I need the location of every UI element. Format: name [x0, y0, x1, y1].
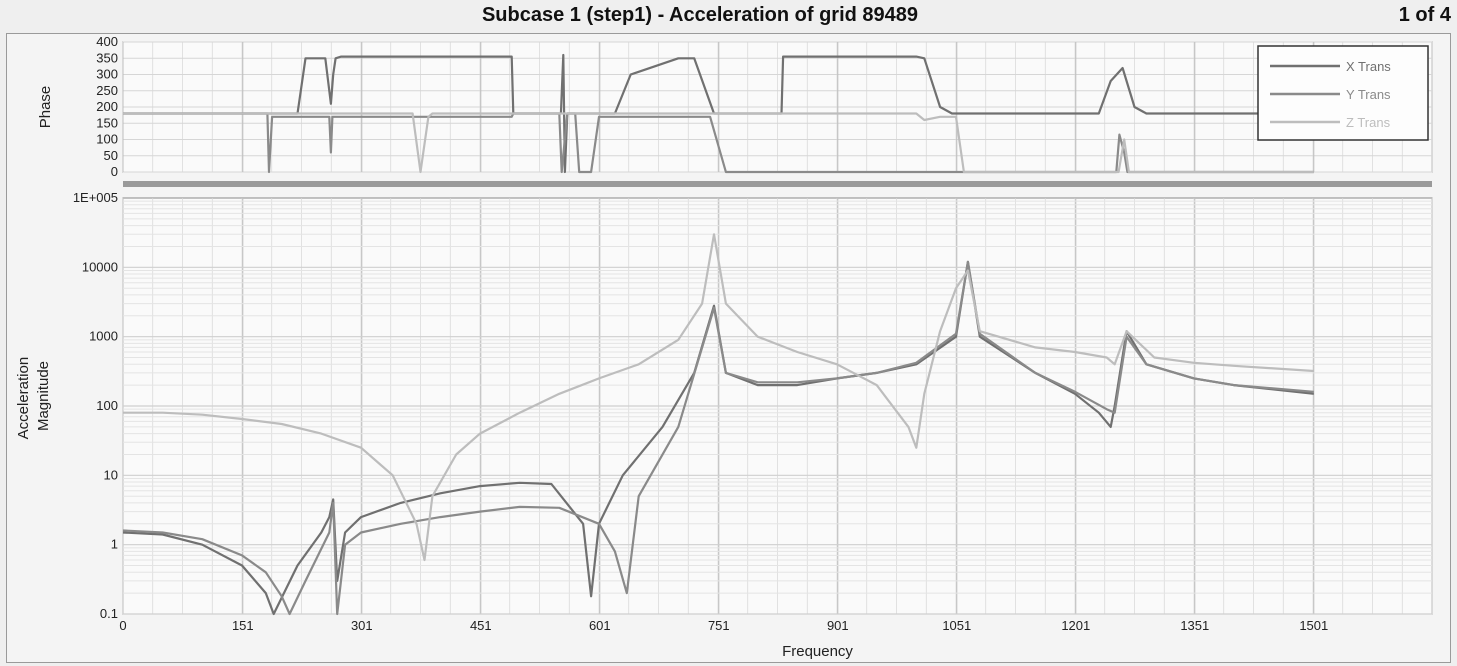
x-axis-ticks: 0 151 301 451 601 751 901 1051 1201 1351 1501 [119, 618, 1328, 633]
phase-y-tick-label: 0 [111, 164, 118, 179]
magnitude-lines [122, 233, 1314, 616]
x-tick-label: 151 [232, 618, 254, 633]
x-tick-label: 601 [589, 618, 611, 633]
phase-series-x-trans [123, 53, 1314, 174]
phase-y-tick-label: 50 [104, 148, 118, 163]
x-tick-label: 1501 [1299, 618, 1328, 633]
x-tick-label: 1201 [1061, 618, 1090, 633]
x-tick-label: 1051 [942, 618, 971, 633]
magnitude-series-x-trans [122, 260, 1314, 616]
x-tick-label: 901 [827, 618, 849, 633]
legend[interactable]: X Trans Y Trans Z Trans [1257, 45, 1429, 141]
page-counter: 1 of 4 [1398, 4, 1451, 26]
magnitude-y-tick-label: 10000 [82, 259, 118, 274]
magnitude-y-ticks: 0.1 1 10 100 1000 10000 1E+005 [73, 190, 118, 621]
magnitude-series-y-trans [122, 260, 1314, 616]
phase-series-z-trans [123, 112, 1314, 174]
x-tick-label: 301 [351, 618, 373, 633]
magnitude-y-axis-label: Acceleration Magnitude [15, 353, 52, 440]
phase-y-axis-label: Phase [37, 86, 54, 129]
magnitude-y-tick-label: 1000 [89, 329, 118, 344]
x-tick-label: 0 [119, 618, 126, 633]
legend-label: Z Trans [1346, 115, 1391, 130]
magnitude-y-tick-label: 10 [104, 467, 118, 482]
phase-y-tick-label: 250 [96, 83, 118, 98]
legend-label: X Trans [1346, 59, 1391, 74]
magnitude-y-tick-label: 0.1 [100, 606, 118, 621]
phase-y-tick-label: 300 [96, 67, 118, 82]
phase-y-tick-label: 350 [96, 50, 118, 65]
panel-splitter[interactable] [123, 181, 1432, 187]
x-tick-label: 751 [708, 618, 730, 633]
phase-y-tick-label: 200 [96, 99, 118, 114]
x-tick-label: 451 [470, 618, 492, 633]
magnitude-series-z-trans [123, 233, 1314, 562]
phase-y-tick-label: 400 [96, 34, 118, 49]
x-axis-label: Frequency [782, 643, 853, 660]
magnitude-panel: 0.1 1 10 100 1000 10000 1E+005 0 151 301 451 601 75… [15, 190, 1433, 660]
x-tick-label: 1351 [1180, 618, 1209, 633]
magnitude-y-tick-label: 1E+005 [73, 190, 118, 205]
magnitude-y-axis-label-line1: Acceleration [15, 357, 32, 440]
legend-label: Y Trans [1346, 87, 1391, 102]
phase-lines [123, 53, 1314, 174]
phase-y-tick-label: 150 [96, 115, 118, 130]
chart-title: Subcase 1 (step1) - Acceleration of grid… [481, 4, 919, 26]
phase-y-tick-label: 100 [96, 132, 118, 147]
magnitude-y-tick-label: 1 [111, 537, 118, 552]
magnitude-y-tick-label: 100 [96, 398, 118, 413]
magnitude-y-axis-label-line2: Magnitude [35, 361, 52, 431]
